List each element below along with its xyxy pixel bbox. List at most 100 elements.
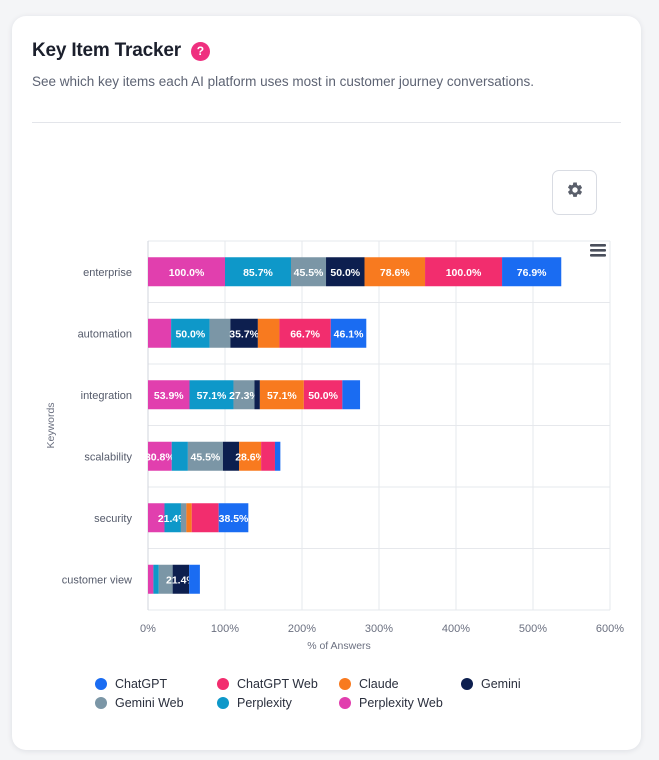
bar-segment (364, 257, 426, 287)
x-tick-label: 100% (211, 623, 239, 635)
bar-segment (171, 318, 210, 348)
legend-row: ChatGPT ChatGPT Web Claude Gemini (95, 674, 555, 693)
question-icon[interactable]: ? (190, 41, 210, 61)
bar-segment (239, 441, 262, 471)
bar-segment (254, 380, 260, 410)
category-label: automation (78, 328, 132, 340)
title-row: Key Item Tracker ? (32, 40, 210, 62)
data-label: 50.0% (308, 390, 338, 402)
hamburger-menu-icon[interactable] (590, 244, 606, 257)
bar-segment (233, 380, 255, 410)
legend-item[interactable]: ChatGPT (95, 674, 217, 693)
bar-segment (326, 257, 365, 287)
bar-segment (164, 503, 181, 533)
data-label: 78.6% (380, 267, 410, 279)
legend-item[interactable]: Perplexity Web (339, 693, 461, 712)
settings-button[interactable] (552, 170, 597, 215)
data-label: 57.1% (267, 390, 297, 402)
legend-item[interactable]: Perplexity (217, 693, 339, 712)
stacked-bar-chart: 0% 100% 200% 300% 400% 500% 600% enterprise 100.… (45, 240, 624, 652)
gear-icon (566, 181, 584, 204)
bar-segment (187, 441, 223, 471)
bar-segment (186, 503, 192, 533)
category-label: enterprise (83, 267, 132, 279)
x-tick-label: 200% (288, 623, 316, 635)
data-label: 50.0% (175, 328, 205, 340)
bar-segment (172, 564, 190, 594)
data-label: 100.0% (169, 267, 205, 279)
legend-label: ChatGPT Web (237, 676, 318, 691)
bar-segment (218, 503, 249, 533)
bar-segment (171, 441, 188, 471)
data-label: 30.8% (145, 451, 175, 463)
x-tick-label: 600% (596, 623, 624, 635)
divider (32, 122, 621, 123)
y-axis-title: Keywords (45, 402, 57, 448)
legend-dot-icon (217, 696, 229, 709)
category-label: security (94, 513, 132, 525)
x-tick-label: 0% (140, 623, 156, 635)
bar-segment (153, 564, 159, 594)
page-subtitle: See which key items each AI platform use… (32, 74, 534, 89)
bar-segment (502, 257, 562, 287)
data-label: 28.6% (235, 451, 265, 463)
bar-segment (290, 257, 327, 287)
category-label: scalability (84, 451, 132, 463)
legend-dot-icon (95, 677, 107, 690)
legend-dot-icon (95, 696, 107, 709)
bar-segment (225, 257, 291, 287)
data-label: 85.7% (243, 267, 273, 279)
legend-label: Claude (359, 676, 399, 691)
x-tick-label: 500% (519, 623, 547, 635)
legend-label: Gemini Web (115, 695, 184, 710)
legend-label: Perplexity (237, 695, 292, 710)
legend-dot-icon (339, 696, 351, 709)
bar-segment (191, 503, 219, 533)
data-label: 76.9% (517, 267, 547, 279)
x-axis-title: % of Answers (307, 640, 371, 652)
data-label: 38.5% (219, 513, 249, 525)
bar-segment (148, 318, 172, 348)
bar-segment (425, 257, 503, 287)
bar-segment (222, 441, 240, 471)
menu-bar (590, 249, 606, 252)
legend-item[interactable]: Gemini (461, 674, 551, 693)
key-item-tracker-card: Key Item Tracker ? See which key items e… (12, 16, 641, 750)
data-label: 46.1% (334, 328, 364, 340)
bar-segment (330, 318, 367, 348)
bar-segment (148, 257, 225, 287)
bar-segment (209, 318, 231, 348)
bar-segment (230, 318, 258, 348)
data-label: 57.1% (197, 390, 227, 402)
data-label: 35.7% (229, 328, 259, 340)
legend-dot-icon (217, 677, 229, 690)
bar-segment (303, 380, 343, 410)
x-tick-label: 400% (442, 623, 470, 635)
legend-label: Perplexity Web (359, 695, 443, 710)
data-label: 53.9% (154, 390, 184, 402)
menu-bar (590, 244, 606, 247)
legend-dot-icon (461, 677, 473, 690)
legend-item[interactable]: Claude (339, 674, 461, 693)
legend-item[interactable]: ChatGPT Web (217, 674, 339, 693)
data-label: 21.4% (158, 513, 188, 525)
data-label: 45.5% (191, 451, 221, 463)
chart-legend: ChatGPT ChatGPT Web Claude Gemini Gemini Web… (95, 674, 555, 712)
data-label: 66.7% (290, 328, 320, 340)
data-label: 27.3% (229, 390, 259, 402)
legend-item[interactable]: Gemini Web (95, 693, 217, 712)
bar-segment (342, 380, 361, 410)
bar-segment (257, 318, 280, 348)
data-label: 100.0% (446, 267, 482, 279)
category-label: customer view (62, 574, 132, 586)
bar-segment (189, 380, 234, 410)
bar-segment (259, 380, 304, 410)
legend-dot-icon (339, 677, 351, 690)
bar-segment (148, 441, 172, 471)
bar-segment (158, 564, 173, 594)
bar-segment (180, 503, 187, 533)
legend-row: Gemini Web Perplexity Perplexity Web (95, 693, 555, 712)
data-label: 50.0% (330, 267, 360, 279)
bar-segment (261, 441, 275, 471)
data-label: 45.5% (294, 267, 324, 279)
